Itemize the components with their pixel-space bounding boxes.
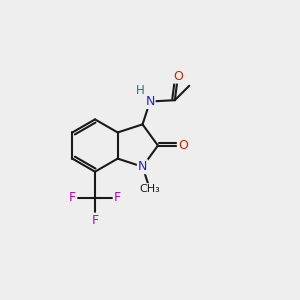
Text: F: F (114, 191, 121, 204)
Text: H: H (136, 84, 144, 97)
Text: N: N (145, 95, 155, 108)
Text: F: F (92, 214, 99, 226)
Text: N: N (138, 160, 147, 173)
Text: CH₃: CH₃ (140, 184, 160, 194)
Text: F: F (69, 191, 76, 204)
Text: O: O (173, 70, 183, 83)
Text: O: O (178, 139, 188, 152)
